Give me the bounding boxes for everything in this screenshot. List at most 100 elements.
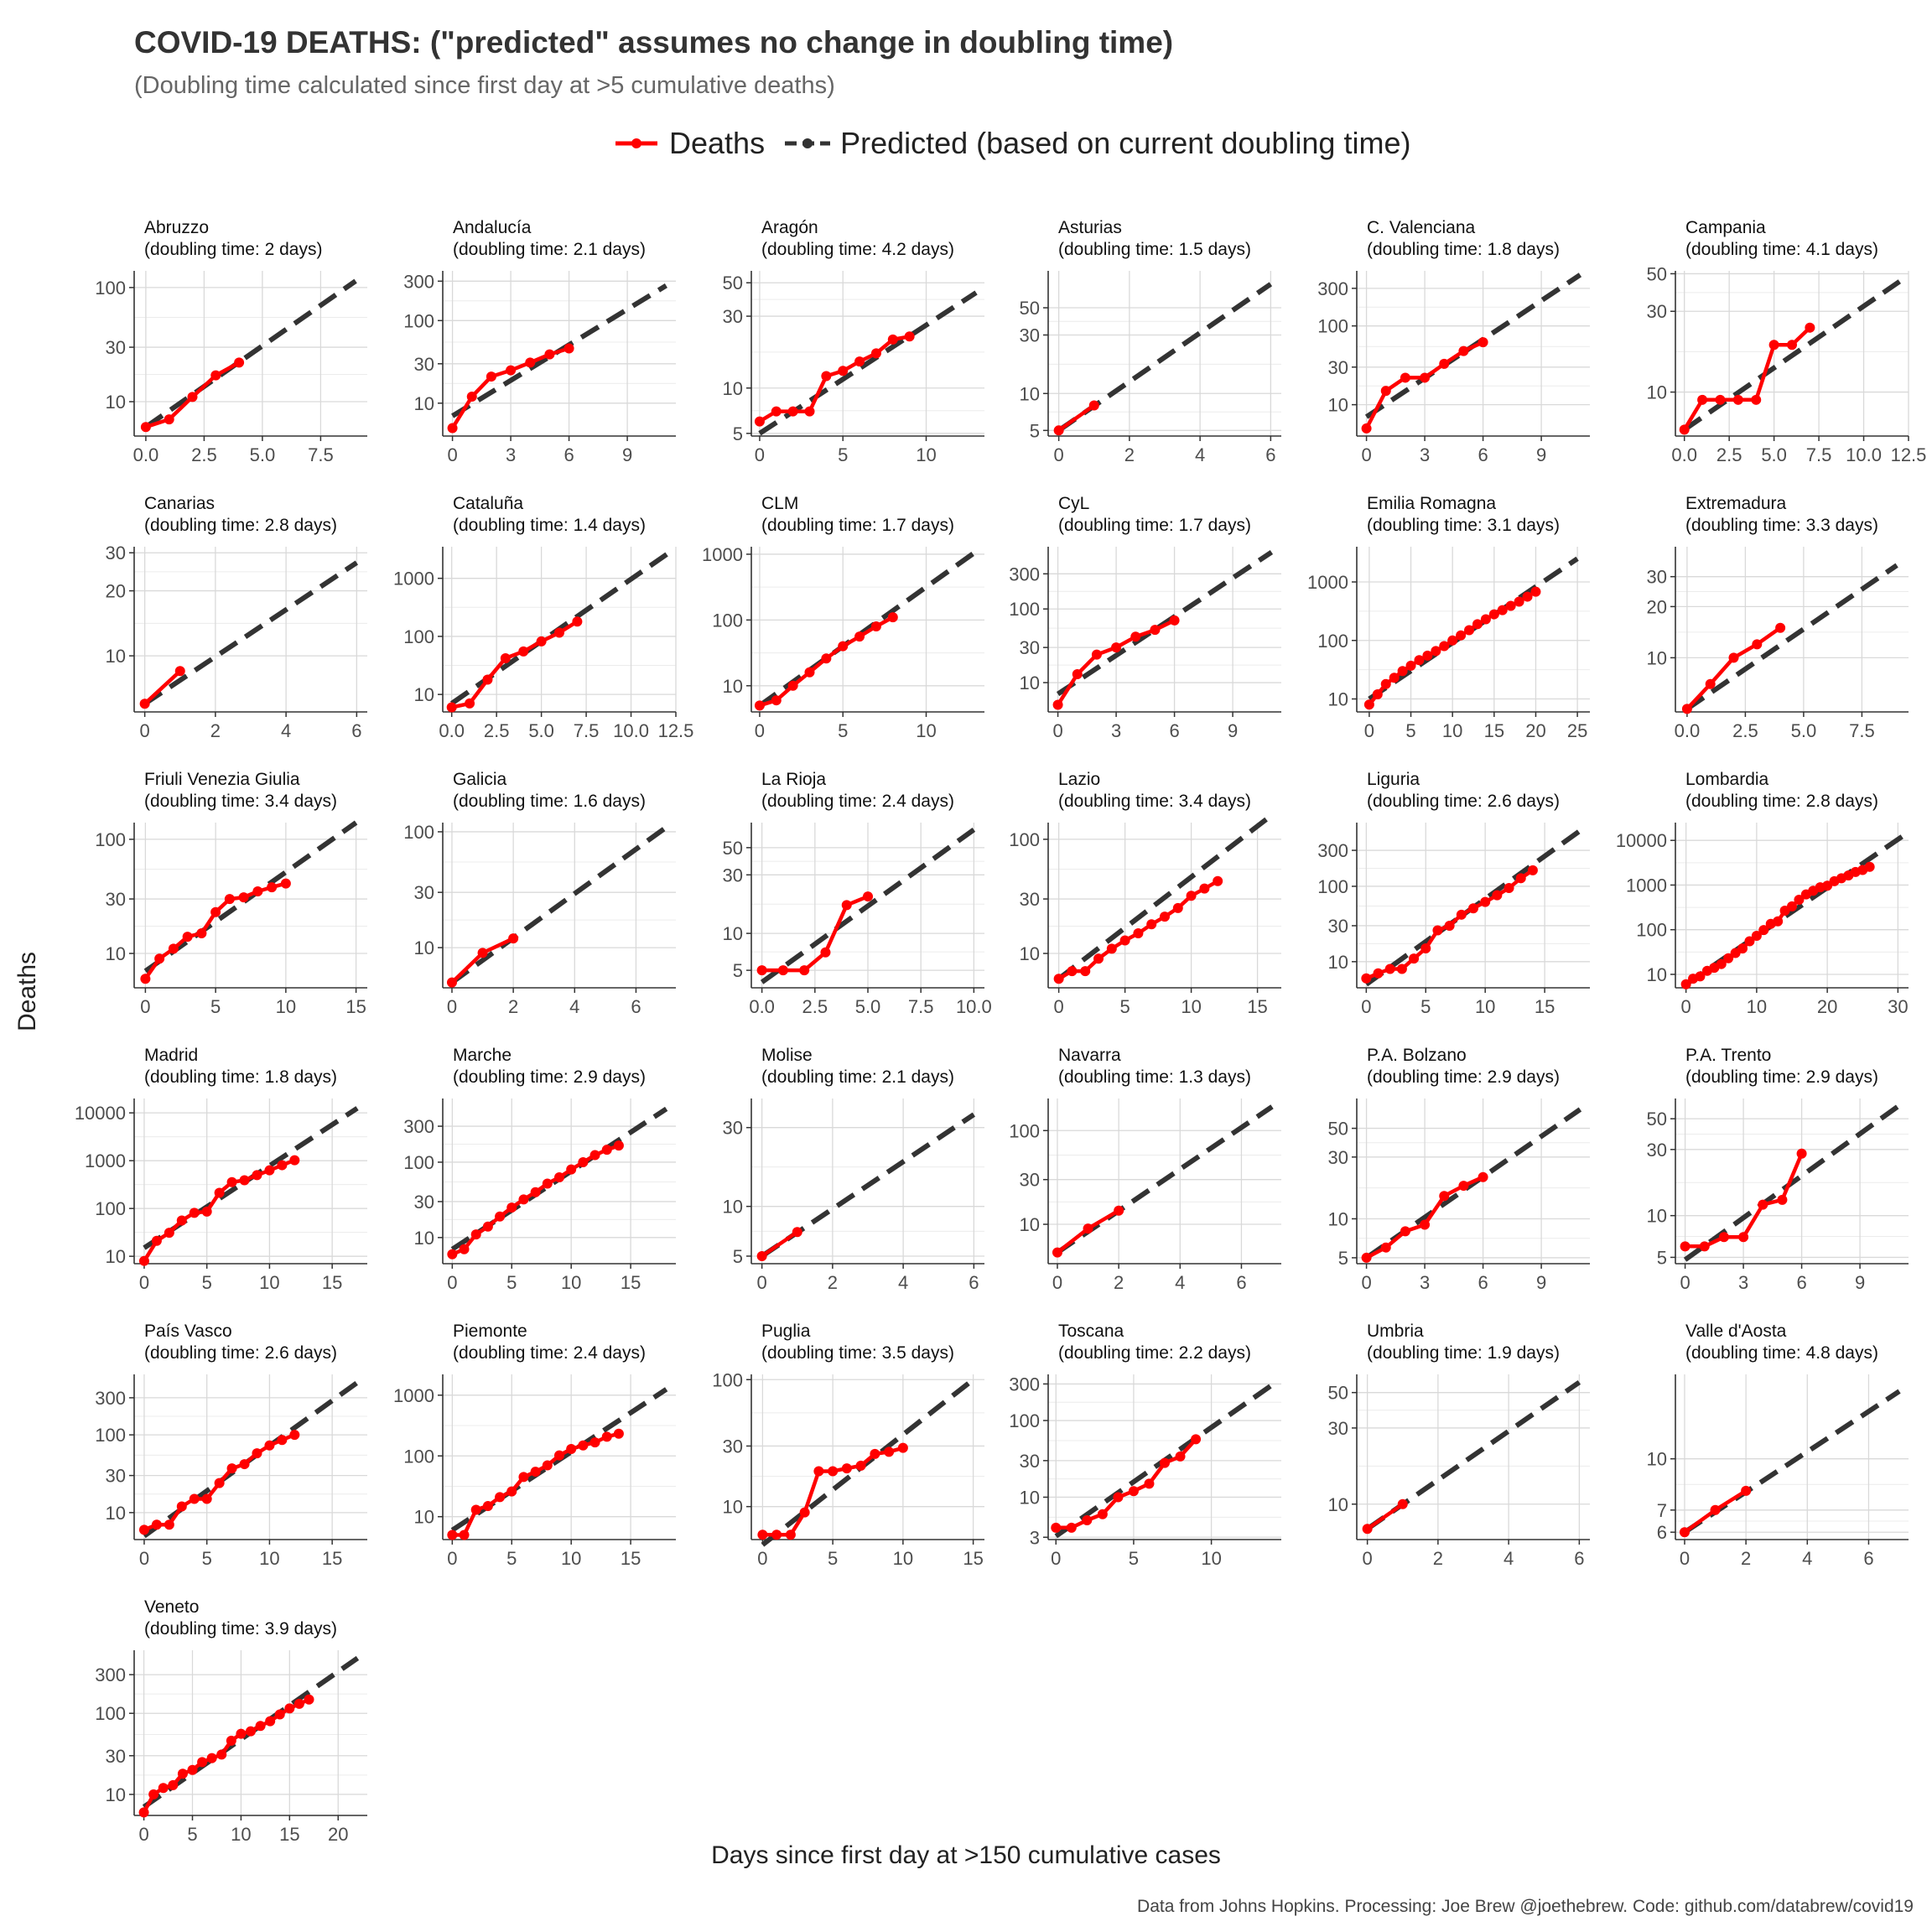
deaths-point <box>870 1448 880 1459</box>
x-tick-label: 2 <box>508 996 518 1017</box>
y-tick-label: 30 <box>106 1466 126 1487</box>
deaths-point <box>1384 963 1395 974</box>
panel-doubling-label: (doubling time: 3.9 days) <box>144 1619 337 1639</box>
deaths-point <box>799 1507 810 1518</box>
y-tick-label: 1000 <box>85 1150 126 1171</box>
deaths-point <box>1396 963 1407 974</box>
panel-andaluc-a: Andalucía(doubling time: 2.1 days)103010… <box>403 218 676 465</box>
y-tick-label: 5 <box>733 960 743 981</box>
y-tick-label: 30 <box>723 306 743 327</box>
deaths-point <box>210 906 221 917</box>
deaths-point <box>828 1466 839 1477</box>
panel-region-label: Molise <box>761 1046 813 1065</box>
y-tick-label: 50 <box>1328 1119 1348 1140</box>
deaths-point <box>1172 902 1183 913</box>
panel-lombardia: Lombardia(doubling time: 2.8 days)101001… <box>1616 770 1909 1017</box>
deaths-point <box>1738 1232 1749 1243</box>
x-tick-label: 5 <box>506 1272 517 1293</box>
deaths-point <box>214 1187 225 1198</box>
x-tick-label: 6 <box>351 720 361 741</box>
deaths-point <box>466 392 477 402</box>
deaths-point <box>1439 1191 1450 1202</box>
deaths-point <box>246 1726 256 1737</box>
x-tick-label: 2.5 <box>1732 720 1758 741</box>
x-tick-label: 4 <box>898 1272 908 1293</box>
y-tick-label: 10 <box>723 1197 743 1218</box>
x-tick-label: 0 <box>140 720 150 741</box>
x-tick-label: 0 <box>757 1548 767 1569</box>
x-tick-label: 0.0 <box>749 996 775 1017</box>
deaths-point <box>1458 1181 1469 1192</box>
deaths-point <box>1492 890 1503 901</box>
deaths-point <box>1361 973 1372 984</box>
deaths-point <box>1091 649 1102 660</box>
y-tick-label: 5 <box>1030 420 1040 441</box>
y-tick-label: 10 <box>106 1784 126 1805</box>
deaths-point <box>838 366 849 377</box>
panel-doubling-label: (doubling time: 1.7 days) <box>1058 516 1251 535</box>
deaths-point <box>280 878 291 889</box>
deaths-point <box>1052 1247 1062 1258</box>
deaths-point <box>1067 966 1078 977</box>
deaths-point <box>265 1716 276 1727</box>
panel-region-label: País Vasco <box>144 1322 232 1341</box>
deaths-point <box>465 698 475 709</box>
y-tick-label: 5 <box>1657 1247 1667 1268</box>
deaths-point <box>293 1698 304 1709</box>
deaths-point <box>821 371 832 382</box>
y-tick-label: 10 <box>414 937 434 958</box>
y-tick-label: 10 <box>1647 964 1667 985</box>
deaths-point <box>536 636 547 647</box>
x-tick-label: 15 <box>621 1272 641 1293</box>
panel-region-label: CLM <box>761 494 798 513</box>
x-tick-label: 15 <box>963 1548 983 1569</box>
deaths-point <box>495 1492 506 1503</box>
panel-madrid: Madrid(doubling time: 1.8 days)101001000… <box>75 1046 367 1293</box>
deaths-point <box>182 932 193 943</box>
x-tick-label: 5 <box>506 1548 517 1569</box>
panel-region-label: Extremadura <box>1685 494 1787 513</box>
deaths-point <box>1741 1485 1752 1496</box>
y-tick-label: 30 <box>1328 1147 1348 1168</box>
x-tick-label: 0.0 <box>439 720 465 741</box>
deaths-point <box>506 1202 517 1213</box>
deaths-point <box>508 933 519 944</box>
deaths-point <box>1053 974 1064 984</box>
panel-umbria: Umbria (doubling time: 1.9 days) 10 30 50 0 2 4… <box>1328 1322 1590 1569</box>
y-tick-label: 100 <box>403 1446 434 1467</box>
deaths-point <box>277 1160 288 1171</box>
deaths-point <box>138 1255 149 1266</box>
deaths-point <box>887 612 898 623</box>
y-tick-label: 30 <box>1328 916 1348 937</box>
deaths-point <box>518 646 529 657</box>
x-tick-label: 7.5 <box>308 444 334 465</box>
deaths-point <box>1093 953 1104 964</box>
y-tick-label: 30 <box>1020 1451 1040 1472</box>
deaths-point <box>897 1442 908 1453</box>
panel-doubling-label: (doubling time: 4.8 days) <box>1685 1343 1878 1363</box>
deaths-point <box>196 928 207 939</box>
deaths-point <box>168 943 179 954</box>
x-tick-label: 0.0 <box>133 444 159 465</box>
y-tick-label: 1000 <box>1626 875 1667 896</box>
y-tick-label: 10 <box>1647 1449 1667 1470</box>
deaths-point <box>530 1467 541 1478</box>
x-tick-label: 15 <box>621 1548 641 1569</box>
x-tick-label: 2 <box>1114 1272 1124 1293</box>
deaths-point <box>1397 1498 1408 1509</box>
deaths-point <box>572 616 583 627</box>
x-tick-label: 10 <box>1201 1548 1221 1569</box>
deaths-point <box>1505 600 1516 611</box>
x-tick-label: 20 <box>1817 996 1837 1017</box>
y-tick-label: 30 <box>106 1746 126 1767</box>
x-tick-label: 5 <box>838 444 848 465</box>
deaths-point <box>1361 423 1372 434</box>
panel-region-label: Umbria <box>1367 1322 1424 1341</box>
deaths-point <box>459 1244 470 1254</box>
deaths-point <box>518 1194 529 1205</box>
deaths-point <box>1680 1241 1690 1252</box>
x-tick-label: 6 <box>1478 444 1488 465</box>
deaths-point <box>887 334 898 345</box>
deaths-point <box>1389 673 1400 683</box>
deaths-point <box>304 1694 314 1705</box>
